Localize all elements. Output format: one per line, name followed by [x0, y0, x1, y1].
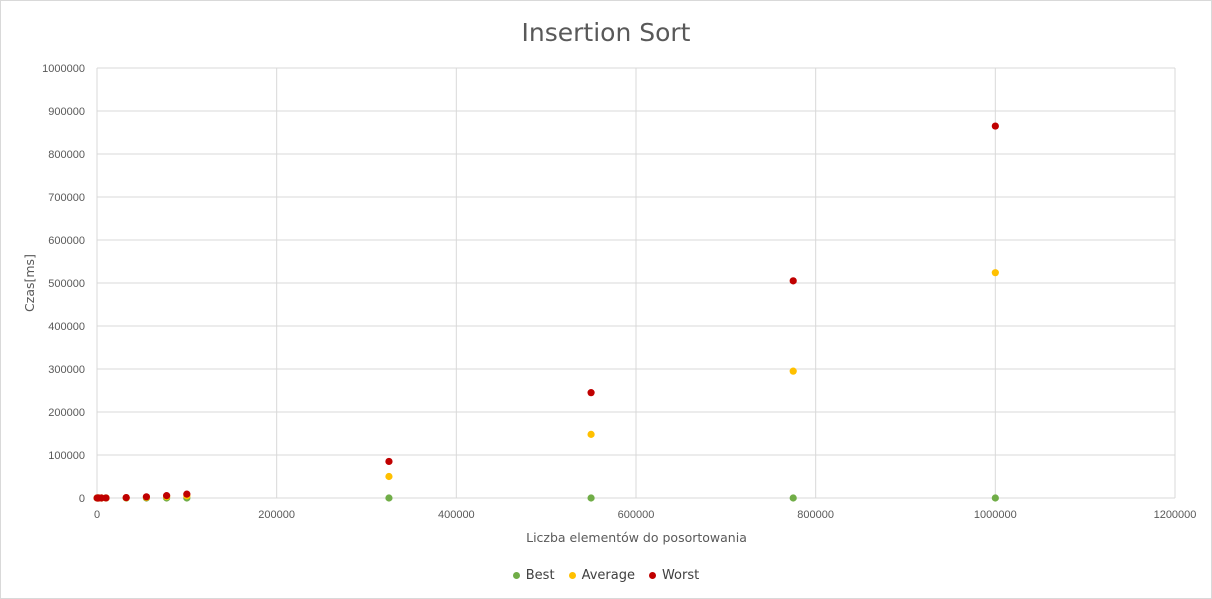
data-point-average	[385, 472, 393, 481]
y-axis-title: Czas[ms]	[22, 254, 37, 312]
data-point-best	[789, 494, 797, 502]
legend: Best Average Worst	[0, 568, 1212, 583]
data-points	[93, 122, 999, 502]
data-point-worst	[122, 493, 130, 502]
data-point-average	[789, 367, 797, 375]
y-tick-label: 500000	[48, 278, 85, 290]
y-tick-labels: 0 100000 200000 300000 400000 500000 600000 700…	[42, 63, 85, 505]
y-tick-label: 1000000	[42, 63, 85, 75]
legend-item-average: Average	[568, 568, 635, 583]
data-point-worst	[587, 389, 595, 397]
data-point-worst	[142, 493, 151, 501]
x-axis-title: Liczba elementów do posortowania	[526, 530, 747, 545]
data-point-best	[991, 494, 999, 502]
data-point-best	[385, 494, 393, 502]
y-tick-label: 600000	[48, 235, 85, 247]
gridlines	[96, 67, 1176, 499]
y-tick-label: 0	[79, 493, 85, 505]
y-tick-label: 900000	[48, 106, 85, 118]
data-point-worst	[991, 122, 999, 130]
y-tick-label: 400000	[48, 321, 85, 333]
x-tick-label: 800000	[797, 509, 834, 521]
legend-label: Best	[525, 568, 555, 583]
chart-title: Insertion Sort	[521, 18, 691, 47]
y-tick-label: 100000	[48, 450, 85, 462]
x-tick-label: 1200000	[1154, 509, 1197, 521]
x-tick-labels: 0 200000 400000 600000 800000 1000000 1200000	[94, 509, 1196, 521]
legend-marker	[512, 572, 520, 579]
data-point-worst	[102, 494, 110, 502]
data-point-worst	[385, 457, 393, 466]
data-point-worst	[183, 490, 191, 498]
y-tick-label: 200000	[48, 407, 85, 419]
legend-label: Worst	[661, 568, 700, 583]
data-point-average	[991, 269, 999, 277]
legend-item-best: Best	[512, 568, 555, 583]
x-tick-label: 200000	[258, 509, 295, 521]
legend-item-worst: Worst	[648, 568, 700, 583]
x-tick-label: 400000	[438, 509, 475, 521]
y-tick-label: 800000	[48, 149, 85, 161]
data-point-average	[587, 430, 595, 438]
y-tick-label: 300000	[48, 364, 85, 376]
x-tick-label: 1000000	[974, 509, 1017, 521]
x-tick-label: 600000	[618, 509, 655, 521]
data-point-best	[587, 494, 595, 502]
x-tick-label: 0	[94, 509, 100, 521]
legend-marker	[648, 572, 656, 579]
data-point-worst	[789, 277, 797, 285]
data-point-worst	[163, 492, 171, 500]
legend-label: Average	[581, 568, 635, 583]
legend-marker	[568, 572, 576, 579]
y-tick-label: 700000	[48, 192, 85, 204]
